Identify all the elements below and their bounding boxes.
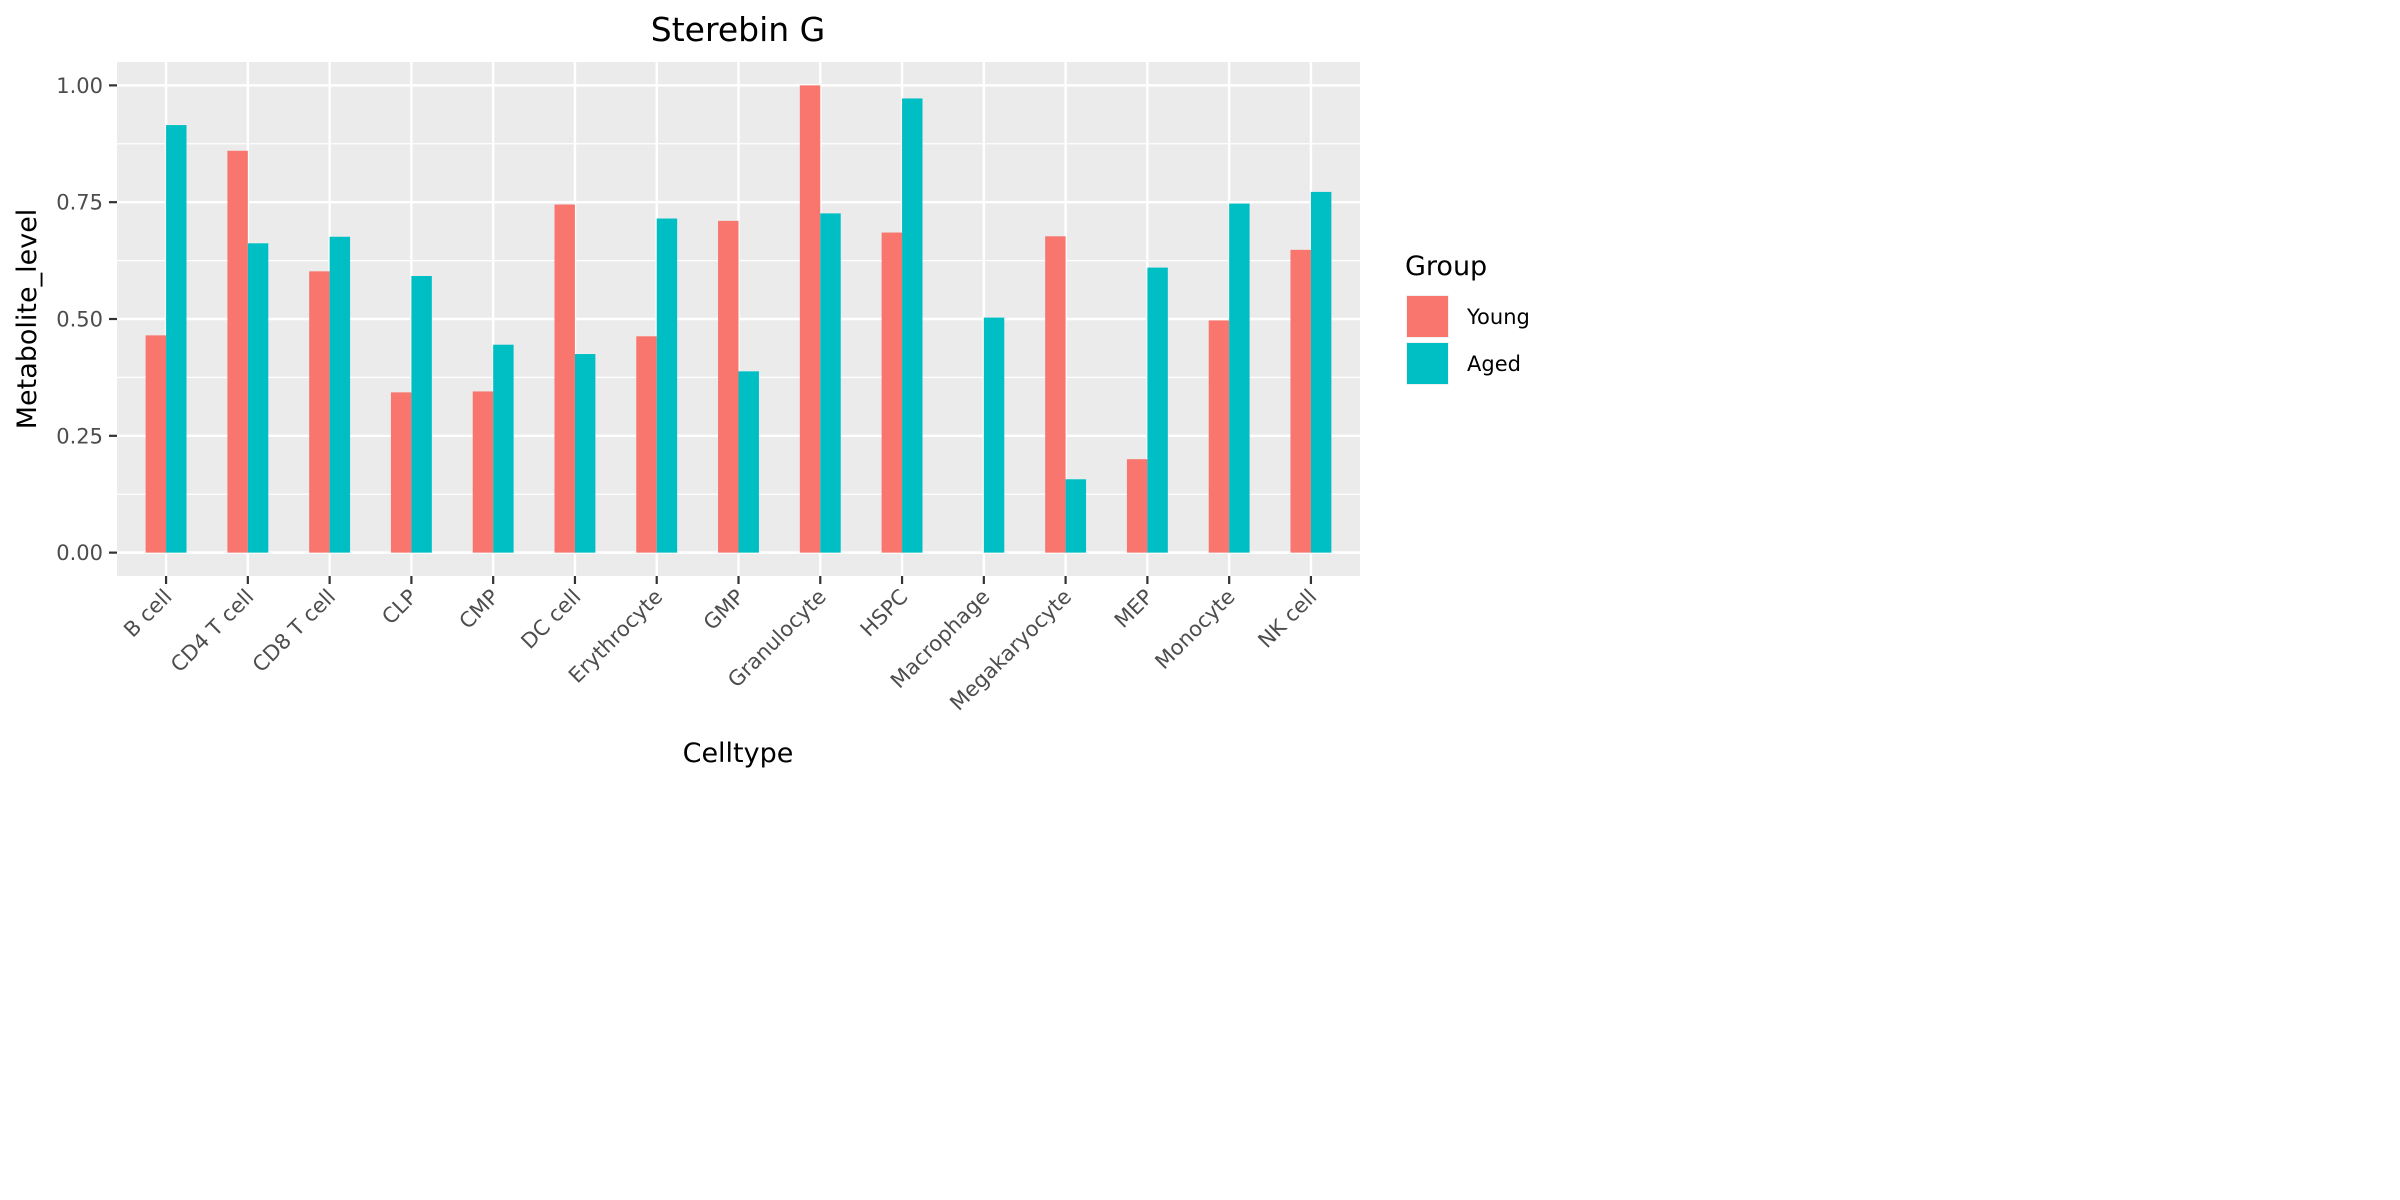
bar-young [881, 232, 903, 553]
legend: Group Young Aged [1405, 251, 1530, 385]
x-tick-label: NK cell [1253, 585, 1321, 653]
x-tick-label: Monocyte [1150, 585, 1239, 674]
bar-young [718, 220, 739, 553]
legend-label-young: Young [1466, 305, 1530, 329]
bar-aged [1310, 191, 1332, 553]
bar-young [799, 85, 821, 553]
legend-title: Group [1405, 251, 1487, 282]
x-tick-label: CMP [455, 585, 504, 634]
x-axis-title: Celltype [683, 738, 794, 769]
x-tick-label: CD8 T cell [248, 585, 340, 677]
y-tick-label: 0.00 [56, 541, 103, 565]
bar-young [1126, 459, 1148, 553]
bar-young [390, 392, 412, 553]
bar-young [636, 336, 657, 553]
bar-aged [1065, 479, 1087, 553]
y-tick-label: 0.75 [56, 191, 103, 215]
legend-swatch-aged [1407, 343, 1448, 384]
bar-young [1290, 249, 1311, 553]
bar-aged [983, 317, 1005, 553]
bar-aged [902, 98, 923, 553]
bar-aged [329, 236, 351, 553]
x-tick-label: HSPC [856, 585, 913, 642]
bar-young [145, 335, 167, 553]
x-tick-label: GMP [699, 585, 749, 635]
bar-young [227, 150, 248, 553]
bar-young [309, 271, 330, 553]
y-tick-label: 0.50 [56, 308, 103, 332]
x-tick-label: DC cell [516, 585, 585, 654]
chart: Sterebin G 0.000.250.500.751.00 B cellCD… [12, 10, 1530, 769]
bar-young [472, 391, 494, 553]
y-axis: 0.00 0.25 0.50 0.75 1.00 [56, 74, 117, 565]
bar-aged [656, 218, 678, 553]
bar-aged [738, 371, 759, 553]
y-axis-title: Metabolite_level [12, 209, 43, 430]
bar-aged [166, 125, 187, 553]
y-tick-label: 1.00 [56, 74, 103, 98]
bar-young [554, 204, 575, 553]
chart-title: Sterebin G [651, 10, 825, 49]
bar-aged [411, 276, 432, 553]
x-tick-label: B cell [119, 585, 176, 642]
bar-young [1045, 236, 1066, 553]
bar-aged [247, 243, 269, 553]
bar-aged [1229, 203, 1250, 553]
bar-aged [1147, 267, 1168, 553]
x-tick-label: MEP [1110, 585, 1158, 633]
legend-swatch-young [1407, 296, 1448, 337]
bar-aged [574, 354, 596, 553]
bars [145, 85, 1332, 553]
y-tick-label: 0.25 [56, 424, 103, 448]
bar-aged [820, 213, 841, 553]
bar-aged [493, 344, 514, 553]
x-tick-label: CLP [377, 585, 422, 630]
bar-young [1208, 320, 1230, 553]
x-tick-label: CD4 T cell [166, 585, 258, 677]
legend-label-aged: Aged [1467, 352, 1521, 376]
